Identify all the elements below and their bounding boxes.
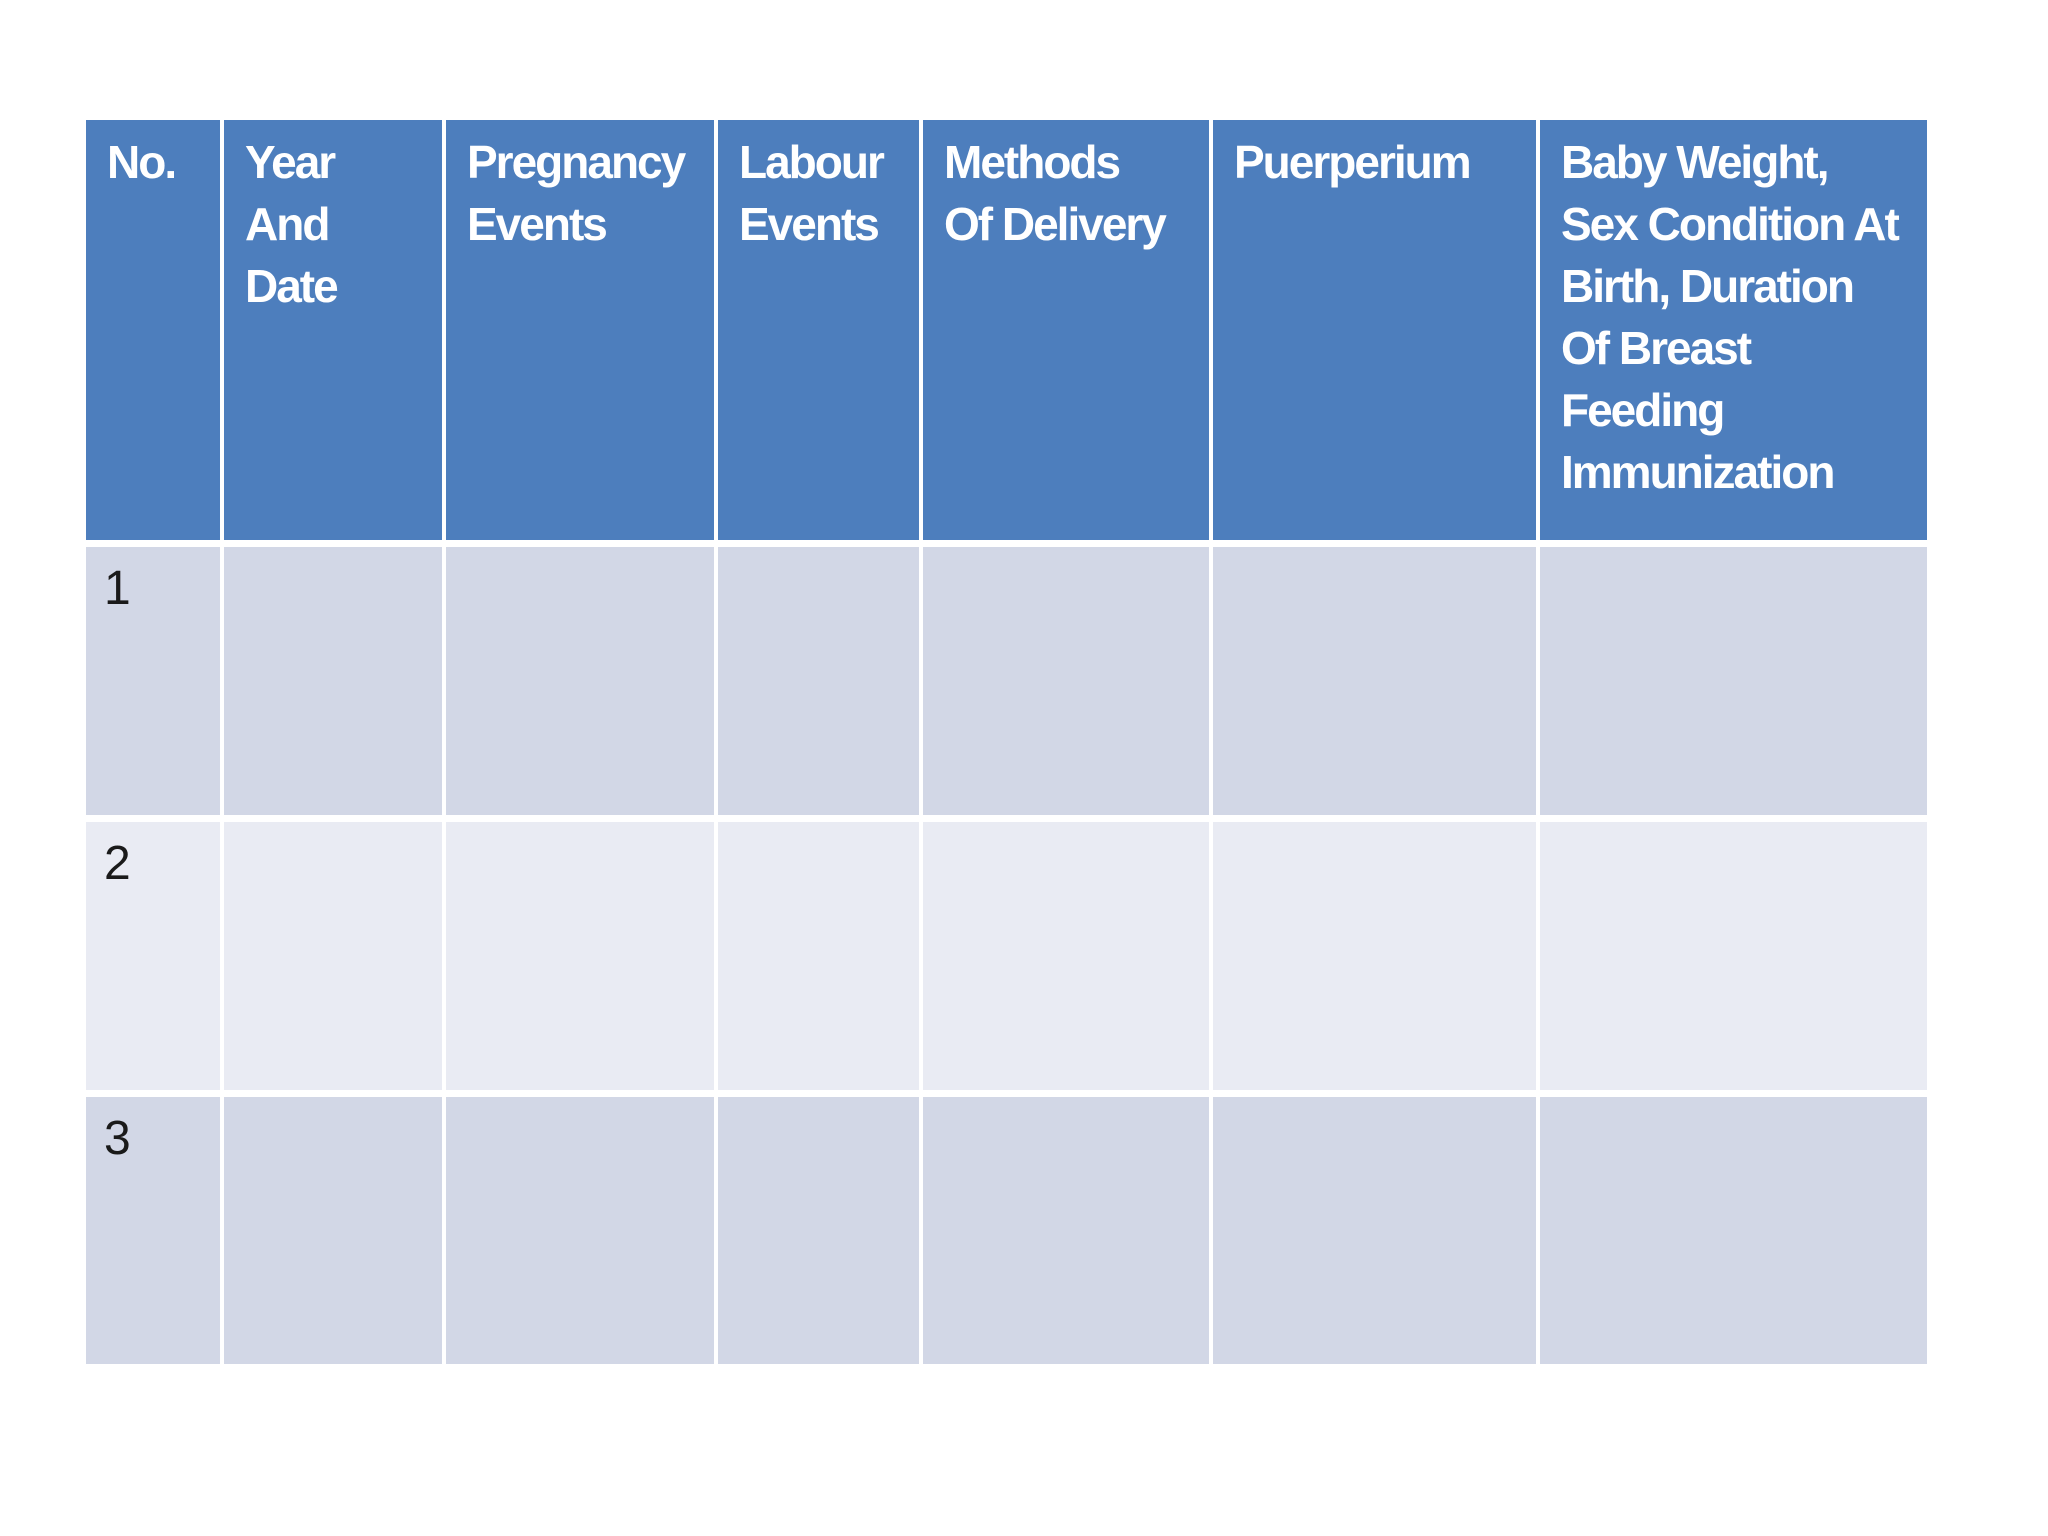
column-header-pregnancy: Pregnancy Events bbox=[446, 120, 714, 540]
row-number-cell: 1 bbox=[86, 547, 220, 815]
column-header-baby-weight: Baby Weight, Sex Condition At Birth, Dur… bbox=[1540, 120, 1927, 540]
empty-cell bbox=[224, 1097, 442, 1364]
empty-cell bbox=[923, 822, 1209, 1090]
empty-cell bbox=[923, 1097, 1209, 1364]
empty-cell bbox=[1540, 547, 1927, 815]
empty-cell bbox=[446, 547, 714, 815]
column-header-methods: Methods Of Delivery bbox=[923, 120, 1209, 540]
row-number-cell: 3 bbox=[86, 1097, 220, 1364]
empty-cell bbox=[718, 1097, 919, 1364]
empty-cell bbox=[923, 547, 1209, 815]
empty-cell bbox=[1540, 822, 1927, 1090]
empty-cell bbox=[446, 1097, 714, 1364]
empty-cell bbox=[1213, 822, 1536, 1090]
empty-cell bbox=[1213, 1097, 1536, 1364]
empty-cell bbox=[446, 822, 714, 1090]
empty-cell bbox=[718, 547, 919, 815]
column-header-year-date: Year And Date bbox=[224, 120, 442, 540]
row-number-cell: 2 bbox=[86, 822, 220, 1090]
empty-cell bbox=[1213, 547, 1536, 815]
empty-cell bbox=[718, 822, 919, 1090]
column-header-puerperium: Puerperium bbox=[1213, 120, 1536, 540]
empty-cell bbox=[1540, 1097, 1927, 1364]
empty-cell bbox=[224, 547, 442, 815]
column-header-no: No. bbox=[86, 120, 220, 540]
empty-cell bbox=[224, 822, 442, 1090]
obstetric-history-table: No. Year And Date Pregnancy Events Labou… bbox=[86, 120, 1927, 1364]
column-header-labour: Labour Events bbox=[718, 120, 919, 540]
